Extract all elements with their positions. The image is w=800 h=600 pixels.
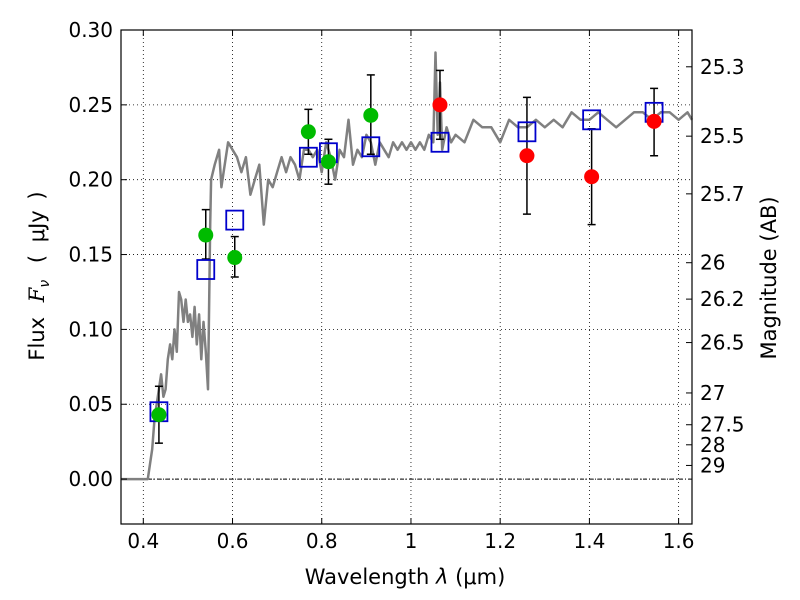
- green-points: [151, 107, 379, 423]
- model-square-marker: [517, 121, 537, 143]
- magnitude-tick-label: 27: [700, 381, 725, 405]
- y-axis-label-right: Magnitude (AB): [757, 196, 781, 359]
- model-spectrum-line: [121, 51, 694, 481]
- green-data-point: [363, 107, 379, 123]
- magnitude-tick-label: 25.3: [700, 55, 745, 79]
- red-data-point: [646, 113, 662, 129]
- green-data-point: [227, 250, 243, 266]
- magnitude-tick-label: 26: [700, 251, 725, 275]
- x-axis-label-symbol: λ: [435, 565, 448, 589]
- magnitude-tick-label: 26.2: [700, 287, 745, 311]
- x-tick-label: 0.4: [127, 529, 159, 553]
- red-data-point: [432, 97, 448, 113]
- y-label-unit: μJy: [25, 210, 49, 242]
- model-photometry-squares: [149, 101, 664, 423]
- red-points: [432, 97, 662, 185]
- plot-frame: [120, 29, 693, 525]
- y-label-subscript: ν: [37, 280, 53, 288]
- axis-ticks: 0.4 0.6 0.8 1 1.2 1.4 1.6 0.00 0.05 0.10 0.15 0.20 0…: [68, 18, 744, 553]
- x-tick-label: 1: [405, 529, 418, 553]
- y-label-symbol: F: [25, 286, 49, 303]
- x-tick-label: 1.2: [484, 529, 516, 553]
- model-square-marker: [582, 109, 602, 131]
- y-label-flux: Flux: [25, 317, 49, 361]
- green-data-point: [198, 227, 214, 243]
- y-label-close-paren: ): [25, 191, 49, 199]
- grid: [121, 29, 692, 524]
- model-square-marker: [196, 259, 216, 280]
- y-tick-label: 0.15: [68, 243, 113, 267]
- green-data-point: [151, 407, 167, 423]
- model-square-marker: [361, 136, 381, 158]
- magnitude-tick-label: 25.5: [700, 124, 745, 148]
- magnitude-tick-label: 26.5: [700, 331, 745, 355]
- x-tick-label: 1.6: [663, 529, 695, 553]
- x-axis-label-unit: (μm): [455, 565, 505, 589]
- y-tick-label: 0.30: [68, 18, 113, 42]
- y-tick-label: 0.05: [68, 392, 113, 416]
- green-data-point: [300, 124, 316, 140]
- y-label-open-paren: (: [25, 255, 49, 263]
- model-square-marker: [225, 209, 245, 231]
- x-tick-label: 0.6: [217, 529, 249, 553]
- x-tick-label: 0.8: [306, 529, 338, 553]
- magnitude-tick-label: 28: [700, 433, 725, 457]
- y-tick-label: 0.20: [68, 168, 113, 192]
- magnitude-tick-label: 25.7: [700, 182, 745, 206]
- model-square-marker: [430, 131, 450, 153]
- red-data-point: [584, 169, 600, 185]
- x-axis-label-text: Wavelength: [305, 565, 430, 589]
- magnitude-tick-label: 29: [700, 453, 725, 477]
- y-tick-label: 0.25: [68, 93, 113, 117]
- green-data-point: [320, 154, 336, 170]
- model-square-marker: [298, 146, 318, 168]
- x-axis-label: Wavelength λ (μm): [305, 565, 506, 589]
- y-axis-label-left: Flux Fν ( μJy ): [25, 191, 54, 360]
- x-tick-label: 1.4: [573, 529, 605, 553]
- y-tick-label: 0.00: [68, 467, 113, 491]
- red-data-point: [519, 148, 535, 164]
- magnitude-tick-label: 27.5: [700, 413, 745, 437]
- y-tick-label: 0.10: [68, 317, 113, 341]
